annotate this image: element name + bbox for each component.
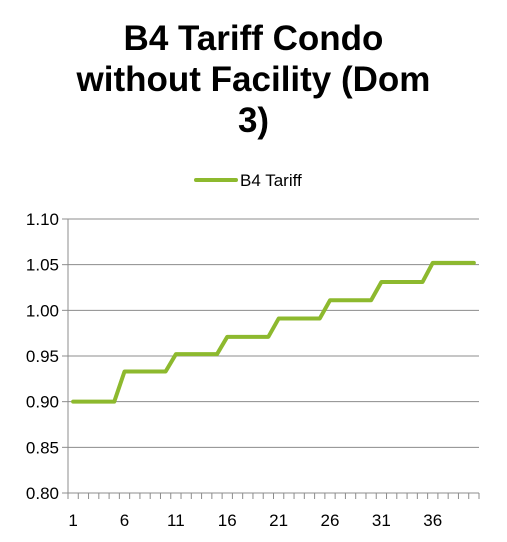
- series-group: [71, 260, 476, 404]
- x-tick-label: 36: [423, 511, 442, 530]
- x-tick-label: 11: [167, 511, 185, 530]
- y-tick-label: 1.00: [26, 301, 59, 320]
- series-line-b4-tariff: [71, 260, 476, 404]
- chart-title-line-3: 3): [237, 101, 270, 140]
- x-tick-label: 16: [218, 511, 237, 530]
- chart-title-line-2: without Facility (Dom: [76, 60, 431, 99]
- y-tick-label: 0.95: [26, 347, 59, 366]
- y-tick-label: 1.10: [26, 210, 59, 229]
- legend-label: B4 Tariff: [240, 171, 302, 190]
- y-tick-label: 0.80: [26, 484, 59, 503]
- x-tick-label: 26: [321, 511, 340, 530]
- gridlines: [62, 218, 479, 494]
- x-tick-label: 1: [68, 511, 77, 530]
- x-tick-label: 21: [269, 511, 288, 530]
- x-tick-label: 31: [372, 511, 391, 530]
- y-axis-tick-labels: 0.80 0.85 0.90 0.95 1.00 1.05 1.10: [26, 210, 59, 503]
- chart-title-line-1: B4 Tariff Condo: [123, 19, 384, 58]
- y-tick-label: 1.05: [26, 256, 59, 275]
- chart-title: B4 Tariff Condo without Facility (Dom 3): [0, 18, 507, 141]
- y-tick-label: 0.85: [26, 438, 59, 457]
- axes: [67, 219, 480, 499]
- x-axis-tick-labels: 1 6 11 16 21 26 31 36: [68, 511, 442, 530]
- x-tick-label: 6: [120, 511, 129, 530]
- y-tick-label: 0.90: [26, 393, 59, 412]
- legend: B4 Tariff: [194, 171, 302, 190]
